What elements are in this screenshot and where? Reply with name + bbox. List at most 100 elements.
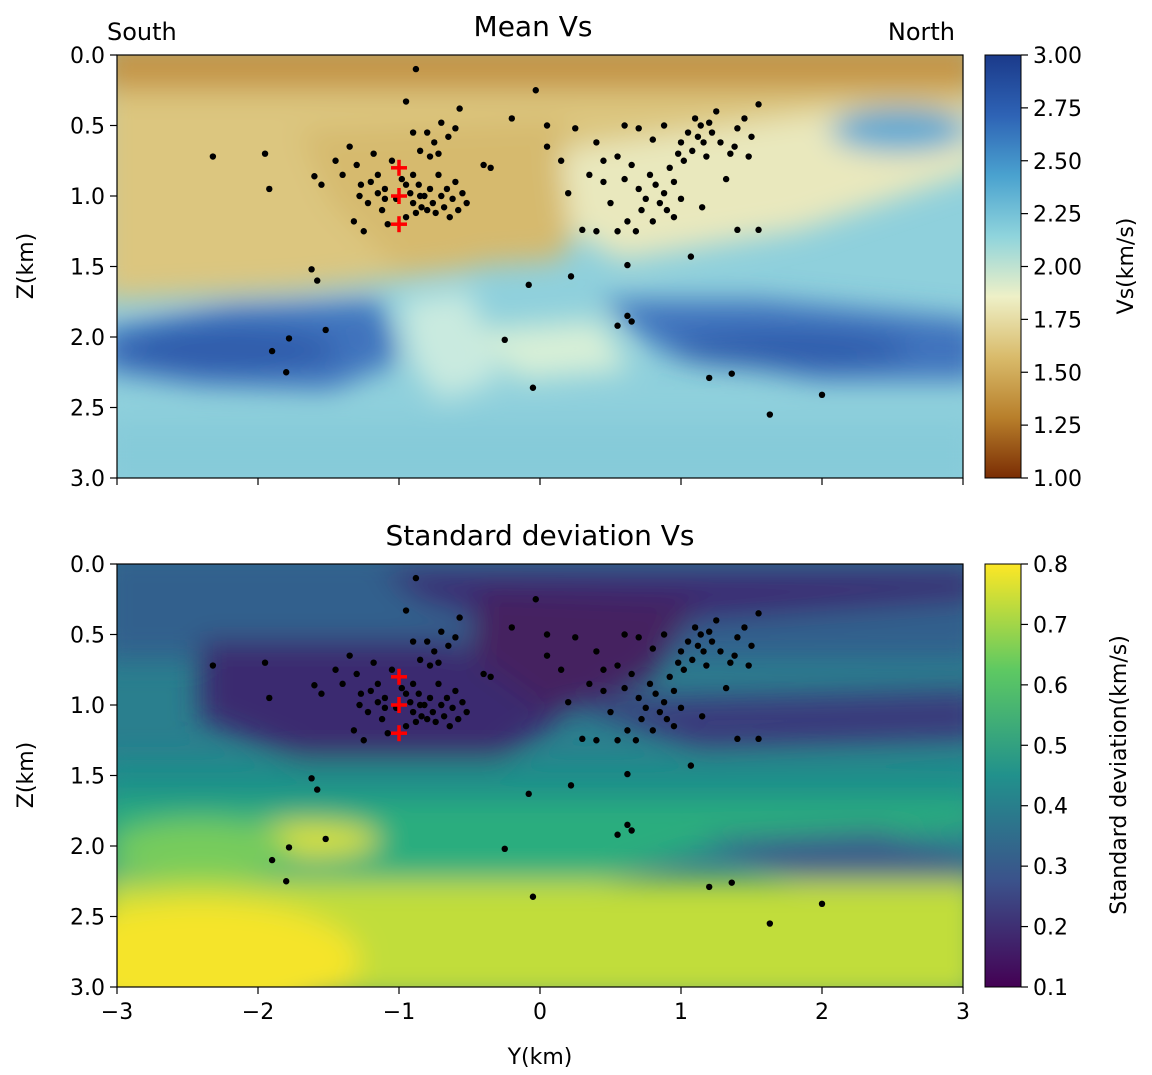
- earthquake-point: [322, 326, 329, 334]
- earthquake-point: [388, 157, 396, 164]
- earthquake-point: [567, 273, 575, 280]
- earthquake-point: [532, 596, 539, 603]
- earthquake-point: [416, 147, 424, 155]
- earthquake-point: [628, 161, 635, 169]
- earthquake-point: [652, 181, 659, 188]
- earthquake-point: [525, 281, 532, 289]
- earthquake-point: [689, 147, 696, 155]
- earthquake-point: [407, 698, 414, 706]
- earthquake-point: [684, 129, 692, 136]
- earthquake-point: [409, 708, 417, 716]
- earthquake-point: [656, 708, 664, 716]
- earthquake-point: [459, 189, 466, 197]
- earthquake-point: [339, 680, 346, 688]
- earthquake-point: [416, 656, 424, 664]
- earthquake-point: [424, 638, 431, 645]
- earthquake-point: [614, 153, 621, 160]
- y-tick-label: 0.0: [70, 44, 105, 69]
- mean-vs-title: Mean Vs: [474, 10, 593, 43]
- earthquake-point: [424, 129, 431, 136]
- earthquake-point: [463, 199, 470, 207]
- earthquake-point: [432, 209, 439, 217]
- earthquake-point: [728, 879, 735, 886]
- earthquake-point: [268, 347, 276, 355]
- earthquake-point: [435, 150, 442, 157]
- earthquake-point: [734, 226, 741, 234]
- earthquake-point: [283, 878, 290, 885]
- earthquake-point: [446, 722, 453, 730]
- earthquake-point: [415, 690, 422, 697]
- earthquake-point: [384, 221, 391, 228]
- y-tick-label: 1.5: [70, 765, 105, 790]
- earthquake-point: [440, 204, 448, 211]
- earthquake-point: [353, 670, 360, 678]
- earthquake-point: [593, 737, 600, 744]
- earthquake-point: [628, 318, 635, 325]
- earthquake-markers-bottom: [209, 574, 826, 927]
- earthquake-point: [572, 125, 579, 132]
- colorbar-tick-label: 0.7: [1033, 613, 1068, 638]
- earthquake-point: [356, 701, 363, 709]
- earthquake-point: [443, 694, 451, 702]
- x-tick-label: −3: [101, 1000, 133, 1025]
- earthquake-point: [314, 277, 321, 284]
- earthquake-point: [697, 122, 704, 129]
- earthquake-point: [431, 139, 438, 146]
- earthquake-point: [600, 666, 607, 673]
- y-tick-label: 1.0: [70, 694, 105, 719]
- earthquake-point: [670, 687, 678, 695]
- earthquake-point: [680, 666, 688, 673]
- earthquake-point: [579, 735, 586, 743]
- earthquake-point: [734, 735, 741, 743]
- earthquake-point: [731, 143, 738, 150]
- mean-vs-heatmap: [117, 55, 963, 478]
- earthquake-point: [755, 735, 762, 743]
- x-tick-label: −2: [242, 1000, 274, 1025]
- earthquake-point: [285, 844, 293, 851]
- earthquake-point: [367, 178, 374, 186]
- earthquake-point: [663, 206, 671, 214]
- earthquake-point: [402, 181, 410, 188]
- earthquake-point: [508, 115, 515, 122]
- earthquake-point: [431, 648, 438, 655]
- earthquake-point: [435, 659, 442, 666]
- x-tick-label: −1: [383, 1000, 415, 1025]
- earthquake-point: [412, 65, 420, 73]
- earthquake-point: [607, 708, 614, 716]
- earthquake-point: [529, 384, 537, 391]
- earthquake-point: [717, 648, 724, 655]
- earthquake-point: [402, 98, 410, 105]
- colorbar-tick-label: 0.6: [1033, 674, 1068, 699]
- earthquake-point: [367, 687, 374, 695]
- earthquake-point: [456, 614, 463, 621]
- earthquake-point: [717, 139, 724, 146]
- earthquake-point: [607, 199, 614, 207]
- earthquake-point: [480, 161, 487, 169]
- south-label: South: [107, 18, 177, 46]
- earthquake-point: [713, 108, 720, 115]
- std-vs-colorbar: 0.1 0.2 0.3 0.4 0.5 0.6 0.7 0.8 Standard deviat…: [984, 553, 1132, 1001]
- earthquake-point: [734, 125, 741, 132]
- earthquake-point: [694, 642, 702, 649]
- earthquake-point: [508, 624, 515, 631]
- station-cross: [391, 668, 407, 685]
- colorbar-tick-label: 0.3: [1033, 855, 1068, 880]
- earthquake-point: [446, 213, 453, 221]
- earthquake-point: [621, 631, 628, 638]
- earthquake-point: [586, 680, 593, 688]
- earthquake-point: [745, 662, 752, 669]
- earthquake-point: [374, 698, 382, 706]
- earthquake-point: [443, 185, 451, 193]
- earthquake-point: [680, 157, 688, 164]
- earthquake-point: [374, 680, 382, 688]
- earthquake-point: [487, 164, 494, 171]
- earthquake-point: [700, 648, 707, 655]
- y-tick-label: 2.5: [70, 397, 105, 422]
- earthquake-point: [600, 687, 607, 695]
- earthquake-point: [666, 164, 673, 171]
- earthquake-point: [579, 226, 586, 234]
- earthquake-point: [614, 831, 621, 838]
- earthquake-point: [642, 195, 649, 203]
- earthquake-point: [398, 175, 406, 183]
